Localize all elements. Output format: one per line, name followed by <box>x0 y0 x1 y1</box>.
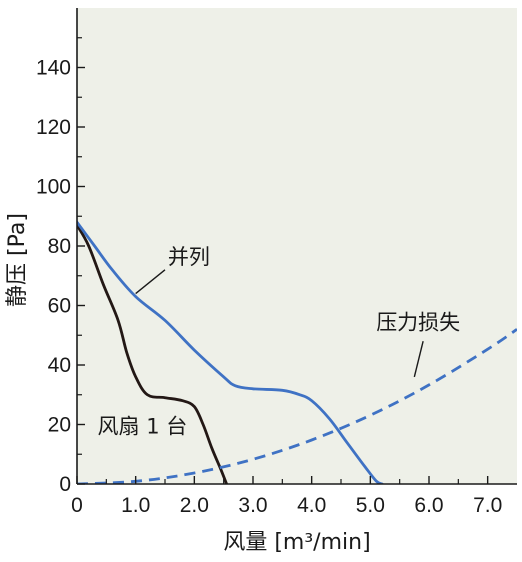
series-line-single-fan <box>77 223 228 484</box>
series-line-parallel <box>77 220 384 484</box>
y-axis-title: 静压 [Pa] <box>5 213 30 307</box>
x-axis-title: 风量 [m³/min] <box>223 530 370 555</box>
y-tick-label: 120 <box>36 116 71 139</box>
y-tick-label: 140 <box>36 57 71 80</box>
y-tick-label: 60 <box>48 295 71 318</box>
x-tick-label: 0 <box>71 494 83 517</box>
y-tick-label: 100 <box>36 176 71 199</box>
y-tick-label: 20 <box>48 414 71 437</box>
y-tick-label: 80 <box>48 235 71 258</box>
x-tick-label: 2.0 <box>180 494 209 517</box>
annotation-pressure-loss: 压力损失 <box>376 310 460 334</box>
x-tick-label: 5.0 <box>356 494 385 517</box>
x-tick-label: 6.0 <box>414 494 443 517</box>
annotation-pressure-loss-pointer <box>413 341 424 378</box>
x-tick-label: 3.0 <box>238 494 267 517</box>
y-tick-label: 40 <box>48 354 71 377</box>
annotation-parallel-pointer <box>135 269 166 295</box>
y-tick-label: 0 <box>59 473 71 496</box>
annotation-parallel: 并列 <box>168 245 210 269</box>
plot-area <box>77 8 517 484</box>
annotation-single-fan: 风扇 1 台 <box>98 414 188 438</box>
x-tick-label: 7.0 <box>473 494 502 517</box>
x-tick-label: 4.0 <box>297 494 326 517</box>
x-tick-label: 1.0 <box>121 494 150 517</box>
series-line-pressure-loss <box>77 328 517 484</box>
